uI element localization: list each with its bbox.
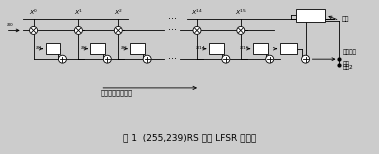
Text: 图 1  (255,239)RS 码的 LFSR 编码图: 图 1 (255,239)RS 码的 LFSR 编码图 — [124, 134, 257, 142]
Circle shape — [103, 55, 111, 63]
Text: 输出码元: 输出码元 — [343, 50, 356, 55]
Text: ···: ··· — [168, 14, 177, 24]
Text: $X^2$: $X^2$ — [114, 8, 123, 17]
Bar — [90, 43, 105, 54]
Text: 开关2: 开关2 — [343, 64, 353, 70]
Circle shape — [193, 26, 201, 34]
Text: $X^{15}$: $X^{15}$ — [235, 8, 247, 17]
Circle shape — [266, 55, 274, 63]
Circle shape — [30, 26, 38, 34]
Circle shape — [114, 26, 122, 34]
Circle shape — [58, 55, 66, 63]
Circle shape — [237, 26, 245, 34]
Text: $s_3$: $s_3$ — [120, 44, 127, 52]
Text: 输入信息码元序列: 输入信息码元序列 — [100, 90, 132, 97]
Text: $X^0$: $X^0$ — [29, 8, 38, 17]
Text: $X^1$: $X^1$ — [74, 8, 83, 17]
Bar — [280, 43, 297, 54]
Text: $s_1$: $s_1$ — [35, 44, 42, 52]
Text: $s_2$: $s_2$ — [80, 44, 88, 52]
Circle shape — [222, 55, 230, 63]
Bar — [130, 43, 145, 54]
Text: $s_{14}$: $s_{14}$ — [196, 44, 206, 52]
Text: 开关1: 开关1 — [305, 12, 316, 18]
Bar — [253, 43, 268, 54]
Bar — [45, 43, 61, 54]
Text: 序列: 序列 — [343, 61, 349, 67]
Circle shape — [74, 26, 82, 34]
Bar — [296, 9, 326, 22]
Bar — [209, 43, 224, 54]
Text: 反馈: 反馈 — [341, 16, 349, 22]
Text: $s_{15}$: $s_{15}$ — [239, 44, 250, 52]
Text: ···: ··· — [168, 54, 177, 64]
Text: ···: ··· — [168, 25, 177, 35]
Text: $X^{14}$: $X^{14}$ — [191, 8, 203, 17]
Circle shape — [143, 55, 151, 63]
Text: $s_0$: $s_0$ — [6, 21, 13, 29]
Circle shape — [302, 55, 310, 63]
